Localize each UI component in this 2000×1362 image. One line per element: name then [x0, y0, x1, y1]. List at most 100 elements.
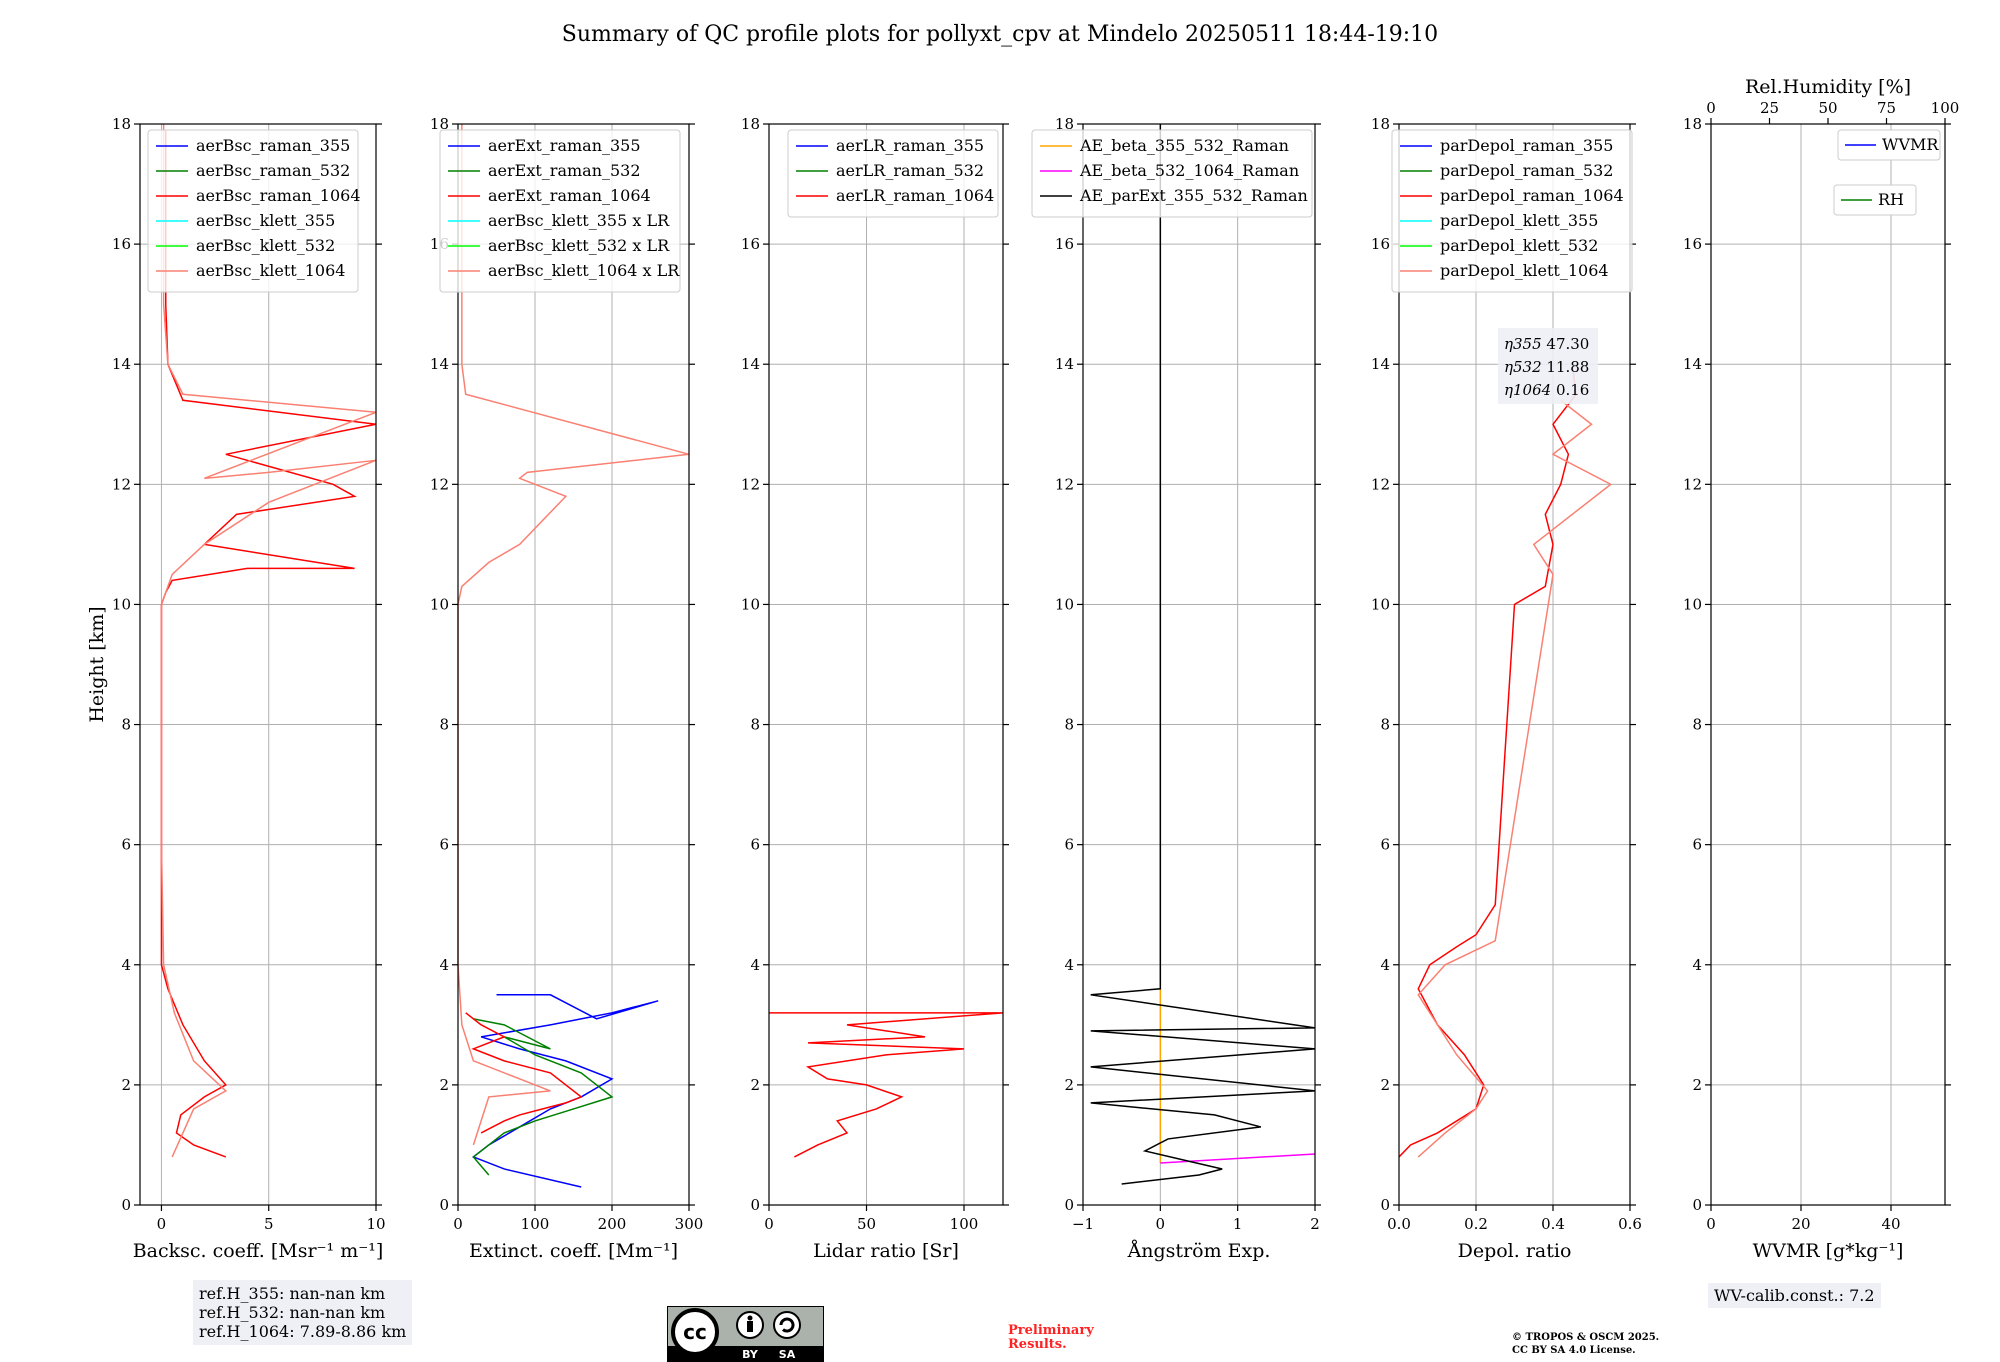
legend-entry: parDepol_klett_355: [1440, 211, 1598, 230]
y-tick-label: 16: [741, 235, 760, 253]
panel-backscatter: 0 2 4 6 8 10 12 14 16 18 0 5 10 Backsc. coeff. [Msr⁻¹…: [86, 115, 386, 1262]
legend-entry: aerBsc_klett_1064 x LR: [488, 261, 680, 280]
y-tick-label: 0: [1380, 1196, 1390, 1214]
y-tick-label: 8: [750, 716, 760, 734]
legend-entry: AE_parExt_355_532_Raman: [1079, 186, 1308, 205]
y-tick-label: 10: [112, 595, 131, 613]
x-tick-label: 300: [675, 1215, 704, 1233]
axes-frame: [768, 123, 1004, 1206]
series-line-aerExt_raman_1064: [465, 1012, 583, 1134]
y-axis-label: Height [km]: [86, 606, 108, 722]
series-line-AE_beta_532_1064_Raman: [1160, 1153, 1316, 1164]
reference-height-box: ref.H_355: nan-nan km ref.H_532: nan-nan…: [193, 1280, 413, 1345]
cc-logo-icon: [671, 1308, 719, 1356]
legend-entry: parDepol_raman_1064: [1440, 186, 1624, 205]
top-x-axis-label: Rel.Humidity [%]: [1745, 76, 1911, 98]
y-tick-label: 2: [1380, 1076, 1390, 1094]
share-alike-icon: [773, 1311, 801, 1339]
legend-entry: AE_beta_532_1064_Raman: [1079, 161, 1299, 180]
y-tick-label: 0: [750, 1196, 760, 1214]
legend-entry: aerLR_raman_532: [836, 161, 984, 180]
y-tick-label: 2: [1692, 1076, 1702, 1094]
y-tick-label: 0: [439, 1196, 449, 1214]
y-tick-label: 0: [121, 1196, 131, 1214]
axes-frame: [139, 123, 377, 1206]
legend-entry: aerBsc_raman_355: [196, 136, 350, 155]
axes-frame: [457, 123, 690, 1206]
top-x-tick-label: 25: [1760, 99, 1779, 117]
legend-box: [147, 129, 359, 293]
legend-entry: aerBsc_klett_355 x LR: [488, 211, 670, 230]
y-tick-label: 16: [1371, 235, 1390, 253]
legend-box: [1837, 129, 1941, 161]
x-tick-label: 0.2: [1464, 1215, 1488, 1233]
preliminary-line-2: Results.: [1008, 1337, 1067, 1352]
annotation-box: [1498, 328, 1598, 404]
legend-wvmr: WVMR: [1837, 129, 1941, 161]
legend: AE_beta_355_532_Raman AE_beta_532_1064_Ra…: [1031, 129, 1313, 218]
y-tick-label: 4: [1692, 956, 1702, 974]
x-tick-label: 2: [1310, 1215, 1320, 1233]
series-line-aerBsc_klett_1064: [160, 124, 377, 1158]
y-tick-label: 2: [750, 1076, 760, 1094]
y-tick-label: 6: [1380, 836, 1390, 854]
legend-entry: aerLR_raman_355: [836, 136, 984, 155]
y-tick-label: 4: [750, 956, 760, 974]
x-axis-label: WVMR [g*kg⁻¹]: [1753, 1240, 1904, 1262]
y-tick-label: 10: [1683, 595, 1702, 613]
x-tick-label: 0: [1706, 1215, 1716, 1233]
y-tick-label: 0: [1692, 1196, 1702, 1214]
y-tick-label: 10: [430, 595, 449, 613]
legend-entry: aerBsc_raman_1064: [196, 186, 361, 205]
y-tick-label: 12: [112, 475, 131, 493]
eta-annotation: η532 11.88: [1504, 358, 1589, 376]
y-tick-label: 8: [1064, 716, 1074, 734]
x-tick-label: 10: [366, 1215, 385, 1233]
y-tick-label: 18: [1055, 115, 1074, 133]
figure-title: Summary of QC profile plots for pollyxt_…: [561, 22, 1439, 47]
y-tick-label: 14: [1371, 355, 1390, 373]
y-tick-label: 10: [1371, 595, 1390, 613]
ref-height-355: ref.H_355: nan-nan km: [199, 1284, 386, 1303]
y-tick-label: 12: [430, 475, 449, 493]
legend-box: [1391, 129, 1633, 293]
y-tick-label: 8: [1692, 716, 1702, 734]
legend-entry: aerBsc_klett_532 x LR: [488, 236, 670, 255]
x-tick-label: 200: [598, 1215, 627, 1233]
legend-entry: aerExt_raman_532: [488, 161, 641, 180]
y-tick-label: 12: [1371, 475, 1390, 493]
panel-lidar_ratio: 0 2 4 6 8 10 12 14 16 18 0 50 100 Lidar ratio [Sr] aer…: [741, 115, 1009, 1262]
x-axis-label: Ångström Exp.: [1127, 1240, 1271, 1262]
x-tick-label: 0.4: [1541, 1215, 1565, 1233]
axes-frame: [1082, 123, 1316, 1206]
y-tick-label: 8: [439, 716, 449, 734]
cc-by-sa-badge: cc BY SA: [667, 1306, 824, 1362]
x-tick-label: 0: [1156, 1215, 1166, 1233]
y-tick-label: 14: [741, 355, 760, 373]
legend-entry: aerBsc_klett_532: [196, 236, 335, 255]
legend-entry: RH: [1878, 190, 1904, 209]
x-tick-label: 100: [521, 1215, 550, 1233]
eta-label: η355: [1504, 335, 1542, 353]
y-tick-label: 14: [430, 355, 449, 373]
eta-value: 0.16: [1556, 381, 1589, 399]
ref-height-1064: ref.H_1064: 7.89-8.86 km: [199, 1322, 407, 1341]
y-tick-label: 8: [1380, 716, 1390, 734]
top-x-tick-label: 100: [1931, 99, 1960, 117]
y-tick-label: 2: [1064, 1076, 1074, 1094]
x-axis-label: Lidar ratio [Sr]: [813, 1240, 959, 1262]
eta-annotation: η1064 0.16: [1504, 381, 1589, 399]
legend: aerLR_raman_355 aerLR_raman_532 aerLR_rama…: [787, 129, 999, 218]
series-line-aerBsc_raman_1064: [160, 130, 377, 1158]
series-line-aerBsc_klett_1064 x LR: [457, 124, 690, 1146]
eta-annotation: η355 47.30: [1504, 335, 1589, 353]
y-tick-label: 6: [439, 836, 449, 854]
y-tick-label: 8: [121, 716, 131, 734]
legend-rh: RH: [1833, 184, 1917, 216]
cc-logo-text: cc: [683, 1320, 707, 1344]
legend-entry: aerExt_raman_355: [488, 136, 641, 155]
x-tick-label: 5: [264, 1215, 274, 1233]
y-tick-label: 18: [1371, 115, 1390, 133]
y-tick-label: 18: [430, 115, 449, 133]
x-axis-label: Extinct. coeff. [Mm⁻¹]: [469, 1240, 678, 1262]
